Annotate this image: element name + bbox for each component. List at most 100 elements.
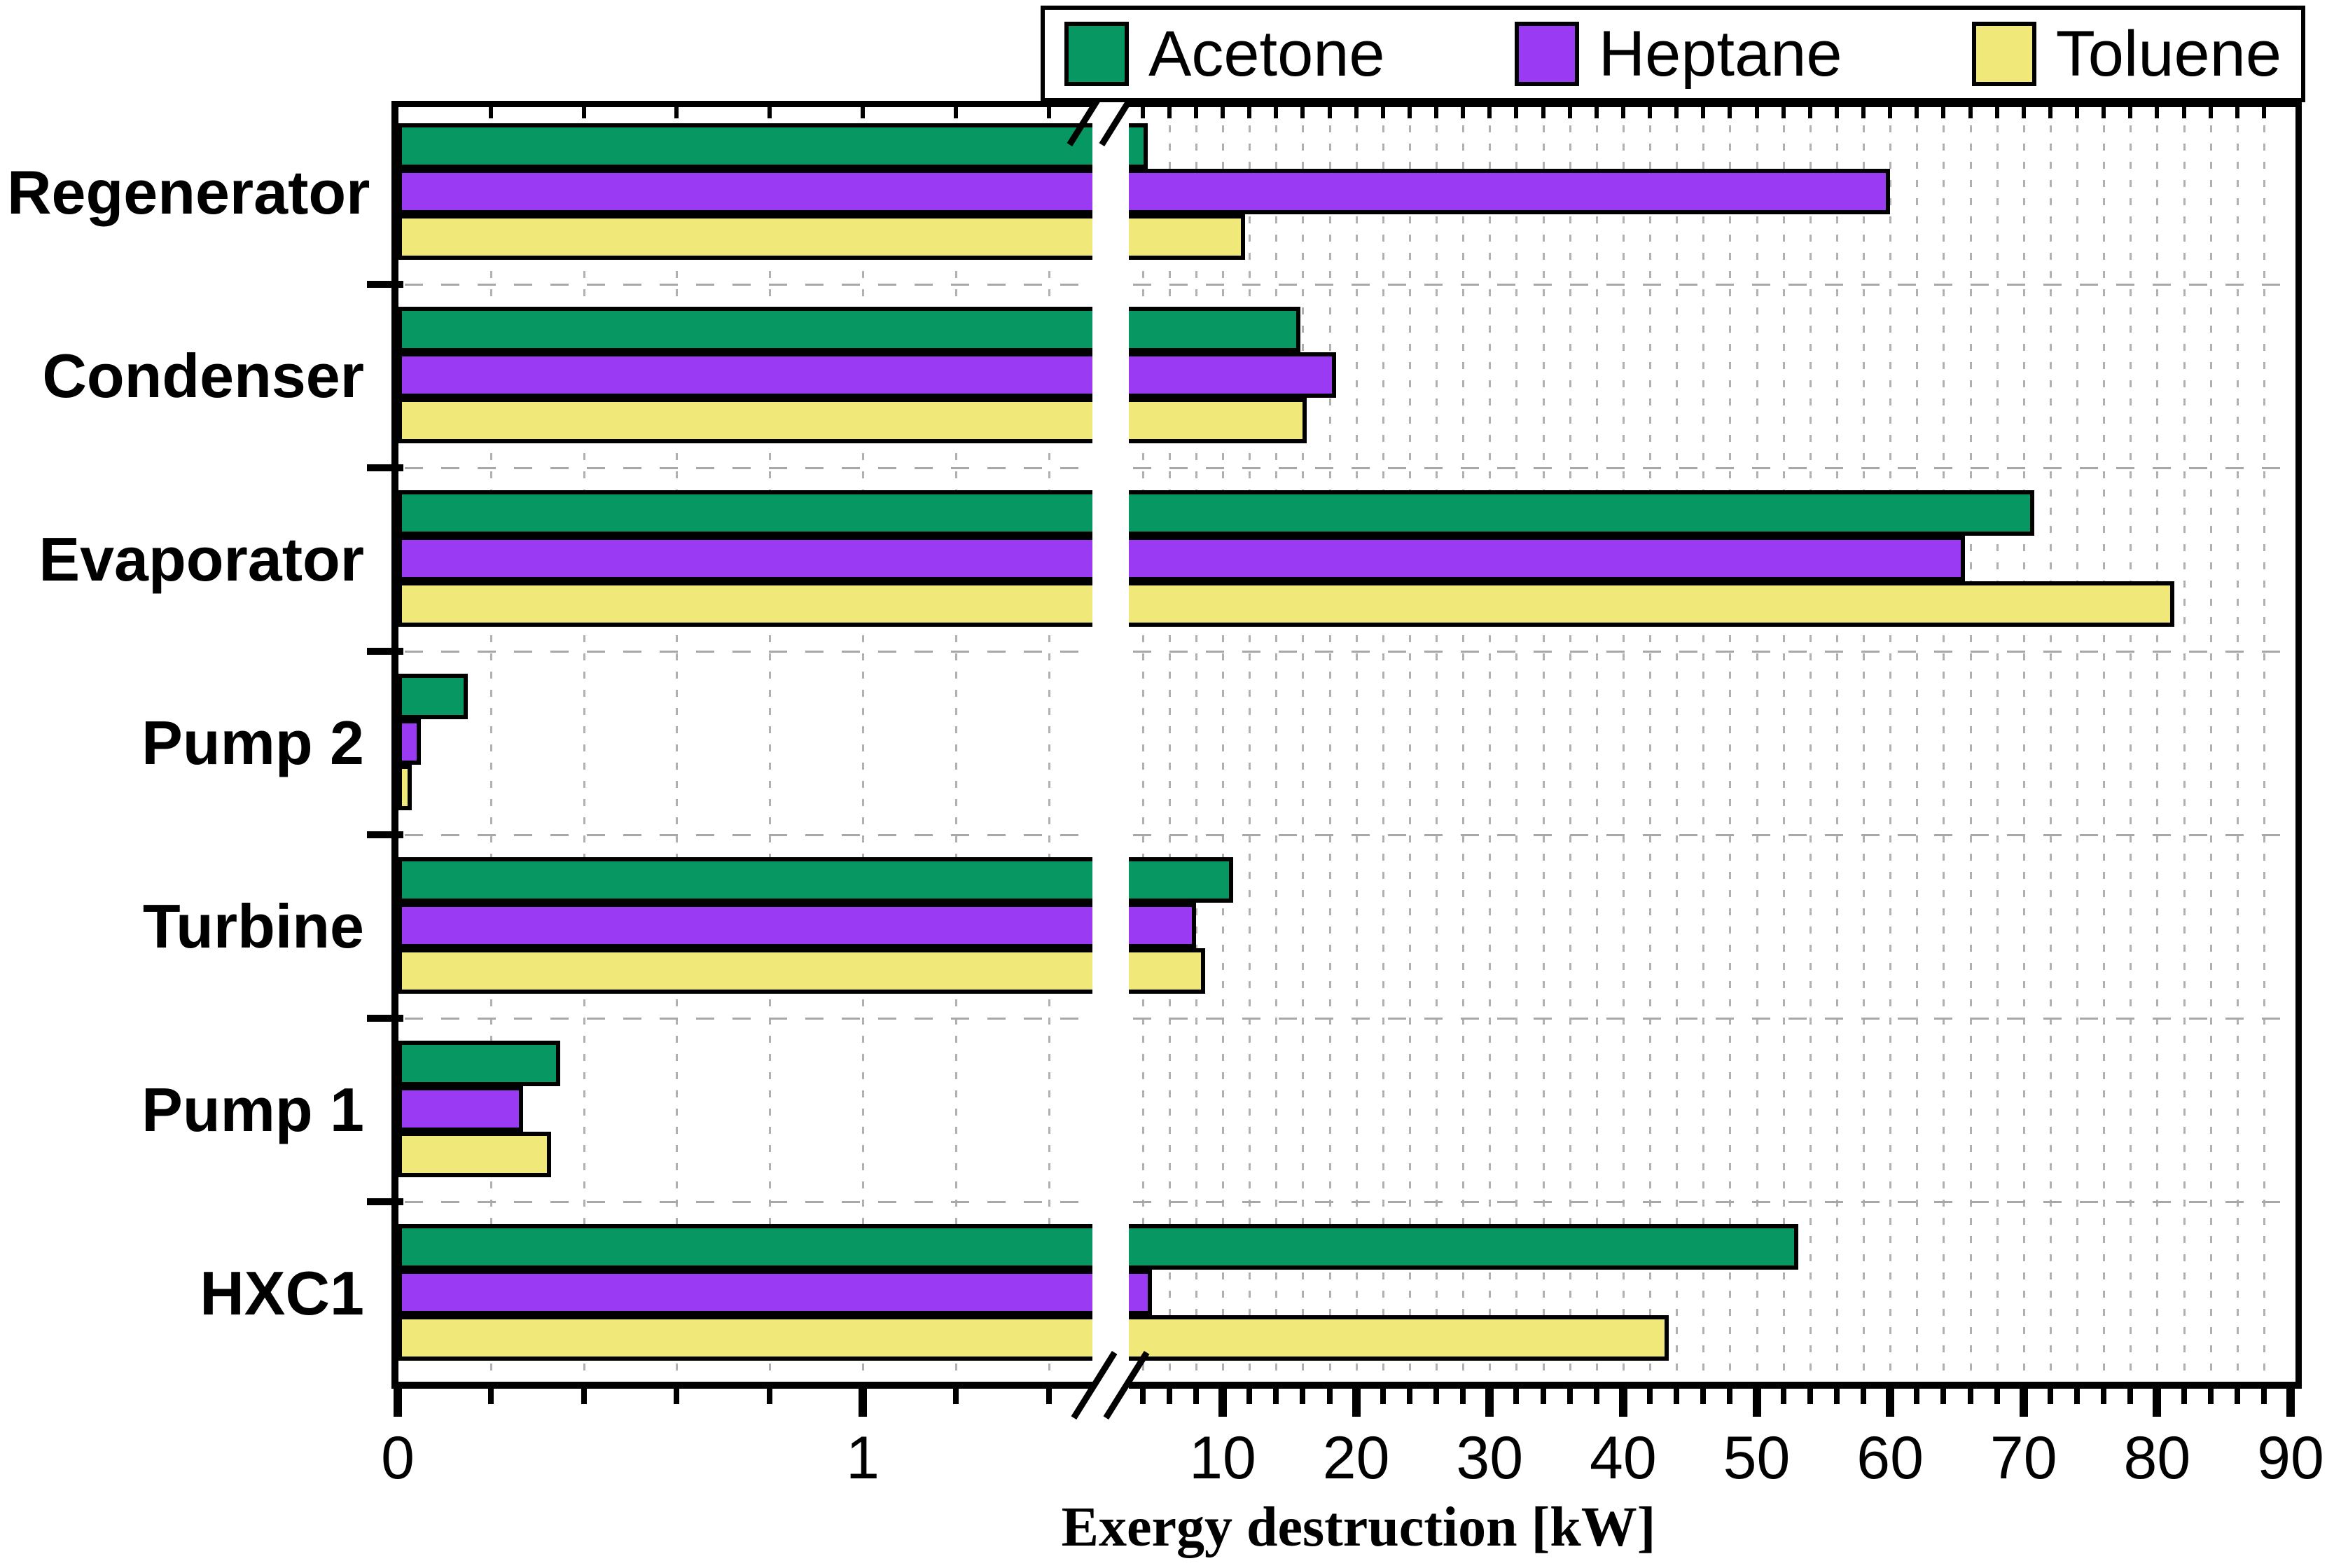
- x-major-tick-60: [1886, 1389, 1895, 1417]
- gridline-x-76: [2103, 107, 2106, 1382]
- x-top-tick-78: [2128, 107, 2133, 118]
- gridline-x-78: [2130, 107, 2132, 1382]
- gridline-separator-6: [405, 1201, 2293, 1203]
- y-separator-tick-5: [367, 1015, 403, 1022]
- x-tick-label-90: 90: [2257, 1424, 2324, 1492]
- gridline-x-80: [2156, 107, 2159, 1382]
- x-major-tick-1: [859, 1389, 867, 1417]
- legend-label-toluene: Toluene: [2055, 18, 2281, 90]
- x-major-tick-40: [1618, 1389, 1627, 1417]
- bar-condenser-toluene: [398, 398, 1307, 443]
- x-minor-tick-86: [2234, 1389, 2240, 1404]
- gridline-x-6: [1168, 107, 1171, 1382]
- gridline-x-32: [1515, 107, 1518, 1382]
- gridline-x-72: [2049, 107, 2052, 1382]
- bar-condenser-acetone: [398, 307, 1300, 352]
- gridline-x-70: [2022, 107, 2025, 1382]
- x-top-tick-18: [1327, 107, 1332, 118]
- gridline-x-64: [1943, 107, 1945, 1382]
- x-minor-tick-78: [2127, 1389, 2134, 1404]
- gridline-x-1: [862, 107, 864, 1382]
- x-minor-tick-38: [1593, 1389, 1599, 1404]
- x-minor-tick-18: [1326, 1389, 1333, 1404]
- x-top-tick-1.2: [953, 107, 958, 118]
- gridline-x-60: [1889, 107, 1892, 1382]
- gridline-separator-3: [405, 651, 2293, 653]
- x-minor-tick-1.4: [1046, 1389, 1052, 1404]
- bar-regenerator-heptane: [398, 169, 1891, 214]
- x-top-tick-6: [1167, 107, 1172, 118]
- x-minor-tick-22: [1380, 1389, 1386, 1404]
- x-top-tick-24: [1407, 107, 1412, 118]
- bar-evaporator-heptane: [398, 536, 1965, 581]
- gridline-x-20: [1355, 107, 1358, 1382]
- x-major-tick-30: [1485, 1389, 1494, 1417]
- x-top-tick-34: [1541, 107, 1545, 118]
- bar-hxc1-heptane: [398, 1270, 1152, 1315]
- x-top-tick-30: [1487, 107, 1492, 118]
- x-major-tick-80: [2153, 1389, 2162, 1417]
- x-tick-label-80: 80: [2123, 1424, 2191, 1492]
- bar-regenerator-acetone: [398, 123, 1148, 169]
- x-top-tick-22: [1380, 107, 1385, 118]
- x-top-tick-74: [2075, 107, 2079, 118]
- x-minor-tick-84: [2207, 1389, 2214, 1404]
- x-top-tick-1.4: [1046, 107, 1051, 118]
- bar-turbine-heptane: [398, 903, 1196, 948]
- gridline-x-58: [1863, 107, 1865, 1382]
- x-top-tick-56: [1834, 107, 1839, 118]
- gridline-x-86: [2236, 107, 2239, 1382]
- gridline-x-56: [1835, 107, 1838, 1382]
- x-top-tick-68: [1994, 107, 1999, 118]
- bar-pump-1-heptane: [398, 1086, 524, 1132]
- bar-pump-1-acetone: [398, 1041, 561, 1086]
- x-minor-tick-56: [1833, 1389, 1840, 1404]
- x-minor-tick-52: [1780, 1389, 1786, 1404]
- x-major-tick-20: [1352, 1389, 1361, 1417]
- gridline-x-1.4: [1048, 107, 1050, 1382]
- x-minor-tick-82: [2181, 1389, 2187, 1404]
- legend-swatch-toluene: [1971, 22, 2036, 86]
- bar-pump-1-toluene: [398, 1132, 552, 1177]
- gridline-x-24: [1408, 107, 1411, 1382]
- x-top-tick-62: [1915, 107, 1919, 118]
- gridline-x-26: [1436, 107, 1438, 1382]
- gridline-x-44: [1676, 107, 1679, 1382]
- gridline-x-54: [1809, 107, 1812, 1382]
- legend-item-acetone: Acetone: [1064, 19, 1385, 89]
- gridline-x-28: [1462, 107, 1465, 1382]
- gridline-x-46: [1702, 107, 1705, 1382]
- x-top-tick-0.8: [767, 107, 772, 118]
- x-tick-label-20: 20: [1322, 1424, 1390, 1492]
- category-label-pump-1: Pump 1: [141, 1075, 364, 1144]
- x-axis-title: Exergy destruction [kW]: [1061, 1497, 1656, 1558]
- x-top-tick-4: [1140, 107, 1145, 118]
- x-major-tick-70: [2019, 1389, 2028, 1417]
- x-top-tick-16: [1300, 107, 1305, 118]
- gridline-separator-2: [405, 467, 2293, 469]
- legend-item-toluene: Toluene: [1971, 18, 2281, 90]
- x-top-tick-12: [1247, 107, 1252, 118]
- axis-break-band: [1092, 97, 1129, 1392]
- plot-frame-left: [391, 101, 398, 1389]
- x-top-tick-88: [2261, 107, 2266, 118]
- x-top-tick-1: [861, 107, 865, 118]
- x-minor-tick-74: [2074, 1389, 2080, 1404]
- x-top-tick-84: [2208, 107, 2213, 118]
- x-top-tick-52: [1781, 107, 1786, 118]
- bar-pump-2-acetone: [398, 674, 468, 719]
- x-minor-tick-68: [1994, 1389, 2000, 1404]
- x-top-tick-44: [1674, 107, 1679, 118]
- x-minor-tick-26: [1433, 1389, 1439, 1404]
- legend-item-heptane: Heptane: [1514, 19, 1842, 89]
- legend-swatch-acetone: [1064, 22, 1129, 86]
- y-separator-tick-3: [367, 648, 403, 655]
- gridline-x-10: [1222, 107, 1224, 1382]
- x-tick-label-10: 10: [1189, 1424, 1256, 1492]
- x-minor-tick-58: [1861, 1389, 1866, 1404]
- x-minor-tick-6: [1166, 1389, 1172, 1404]
- gridline-x-48: [1729, 107, 1732, 1382]
- x-minor-tick-62: [1914, 1389, 1920, 1404]
- category-label-condenser: Condenser: [42, 341, 364, 410]
- category-label-turbine: Turbine: [142, 891, 364, 961]
